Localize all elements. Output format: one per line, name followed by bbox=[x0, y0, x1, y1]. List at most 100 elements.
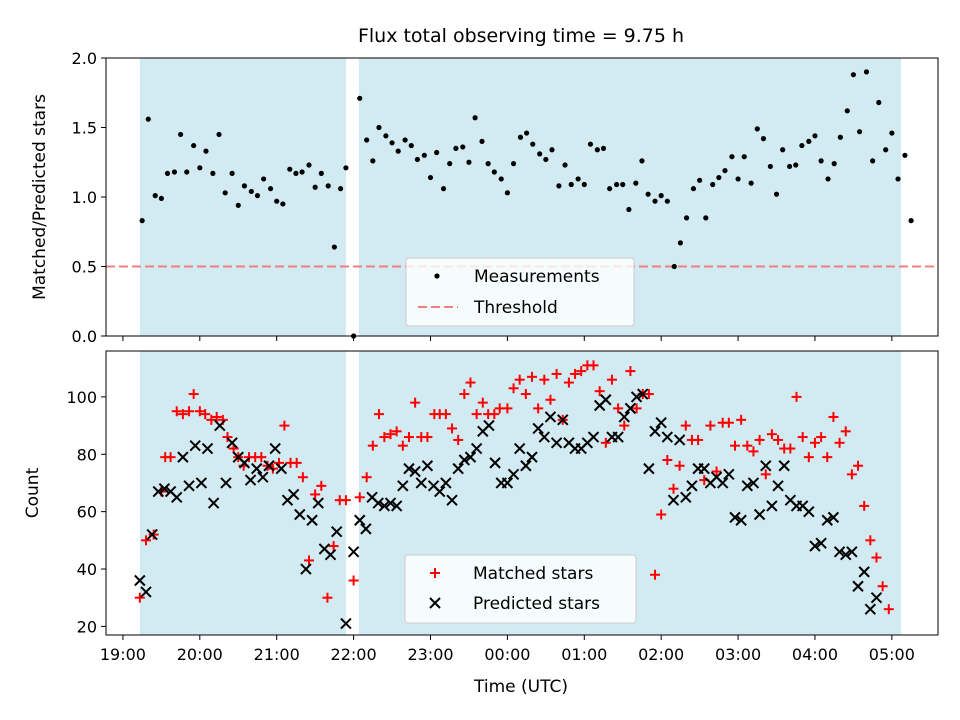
measurement-point bbox=[780, 147, 786, 153]
measurement-points bbox=[139, 69, 914, 339]
measurement-point bbox=[524, 130, 530, 136]
legend-matched-label: Matched stars bbox=[473, 564, 593, 584]
measurement-point bbox=[581, 181, 587, 188]
top-y-axis-label: Matched/Predicted stars bbox=[30, 94, 50, 300]
predicted-star-point bbox=[201, 442, 214, 455]
bottom-axes-frame bbox=[105, 350, 939, 636]
predicted-star-point bbox=[464, 451, 477, 463]
matched-star-point bbox=[631, 403, 642, 414]
measurement-point bbox=[844, 108, 850, 114]
predicted-star-point bbox=[741, 480, 754, 492]
measurement-point bbox=[306, 162, 312, 168]
matched-star-point bbox=[465, 377, 476, 388]
measurement-point bbox=[613, 181, 620, 188]
matched-star-point bbox=[520, 389, 531, 400]
matched-star-point bbox=[766, 429, 777, 440]
predicted-star-point bbox=[421, 460, 434, 472]
bottom-y-tick-label: 20 bbox=[77, 617, 97, 636]
matched-star-point bbox=[184, 406, 195, 417]
measurement-point bbox=[287, 166, 293, 172]
matched-star-point bbox=[748, 446, 759, 457]
matched-star-point bbox=[865, 535, 876, 546]
matched-star-point bbox=[662, 455, 673, 466]
matched-star-point bbox=[668, 483, 679, 494]
measurement-point bbox=[587, 141, 594, 147]
measurement-point bbox=[600, 145, 607, 151]
predicted-star-point bbox=[630, 391, 643, 403]
x-tick-label: 00:00 bbox=[484, 645, 530, 664]
predicted-star-point bbox=[287, 488, 300, 501]
measurement-point bbox=[620, 181, 626, 188]
measurement-point bbox=[197, 165, 203, 171]
measurement-point bbox=[427, 174, 434, 181]
measurement-point bbox=[383, 133, 389, 139]
predicted-star-point bbox=[294, 508, 306, 521]
measurement-point bbox=[831, 161, 837, 167]
matched-star-point bbox=[606, 374, 617, 385]
bottom-y-tick-label: 80 bbox=[77, 445, 97, 464]
predicted-star-point bbox=[434, 485, 446, 498]
measurement-point bbox=[863, 69, 870, 75]
measurement-point bbox=[293, 170, 299, 176]
predicted-star-point bbox=[409, 465, 421, 478]
measurement-point bbox=[767, 163, 773, 170]
matched-star-point bbox=[594, 386, 605, 397]
matched-star-point bbox=[680, 420, 691, 431]
matched-star-point bbox=[883, 604, 894, 615]
predicted-star-point bbox=[618, 411, 630, 423]
predicted-star-point bbox=[544, 411, 557, 423]
measurement-point bbox=[786, 163, 793, 170]
matched-star-point bbox=[177, 409, 188, 420]
predicted-star-point bbox=[330, 526, 343, 538]
matched-star-point bbox=[489, 409, 500, 420]
measurement-point bbox=[184, 169, 190, 175]
predicted-star-point bbox=[446, 494, 458, 506]
measurement-point bbox=[460, 144, 466, 150]
matched-star-point bbox=[563, 377, 574, 388]
x-tick-label: 05:00 bbox=[869, 645, 915, 664]
matched-star-point bbox=[140, 535, 151, 546]
measurement-point bbox=[434, 149, 440, 156]
bottom-y-tick-label: 60 bbox=[77, 503, 97, 522]
matched-star-point bbox=[533, 403, 544, 414]
measurement-point bbox=[530, 141, 536, 147]
predicted-star-point bbox=[483, 419, 495, 432]
matched-star-point bbox=[422, 432, 433, 443]
measurement-point bbox=[735, 176, 741, 182]
predicted-star-point bbox=[550, 437, 563, 449]
predicted-star-point bbox=[753, 508, 766, 521]
predicted-star-point bbox=[214, 419, 226, 432]
matched-star-point bbox=[785, 443, 796, 454]
predicted-star-point bbox=[177, 451, 189, 463]
legend-measurement-marker bbox=[434, 273, 440, 279]
predicted-star-point bbox=[624, 402, 637, 415]
predicted-star-point bbox=[840, 548, 852, 561]
measurement-point bbox=[171, 169, 178, 175]
matched-star-point bbox=[304, 555, 315, 566]
bottom-x-ticks: 19:00 20:00 21:00 22:00 23:00 00:00 01:00 02:00… bbox=[100, 635, 915, 664]
measurement-point bbox=[517, 134, 524, 140]
top-x-ticks bbox=[122, 336, 893, 341]
measurement-point bbox=[357, 95, 363, 101]
predicted-star-point bbox=[864, 603, 877, 615]
measurement-point bbox=[664, 198, 670, 204]
matched-star-point bbox=[328, 541, 339, 552]
matched-star-point bbox=[262, 460, 273, 471]
measurement-point bbox=[626, 206, 632, 213]
measurement-point bbox=[607, 186, 613, 192]
measurement-point bbox=[376, 124, 382, 131]
predicted-star-point bbox=[244, 474, 257, 486]
predicted-star-point bbox=[526, 451, 538, 463]
measurement-point bbox=[299, 169, 305, 175]
predicted-star-point bbox=[778, 460, 790, 472]
matched-star-point bbox=[403, 432, 414, 443]
measurement-point bbox=[216, 131, 222, 138]
measurement-point bbox=[241, 183, 248, 189]
predicted-star-point bbox=[452, 462, 464, 475]
measurement-point bbox=[254, 193, 261, 199]
matched-star-point bbox=[256, 452, 267, 463]
predicted-star-point bbox=[667, 494, 680, 506]
matched-star-point bbox=[840, 426, 851, 437]
matched-star-point bbox=[373, 409, 384, 420]
predicted-star-point bbox=[195, 477, 208, 489]
